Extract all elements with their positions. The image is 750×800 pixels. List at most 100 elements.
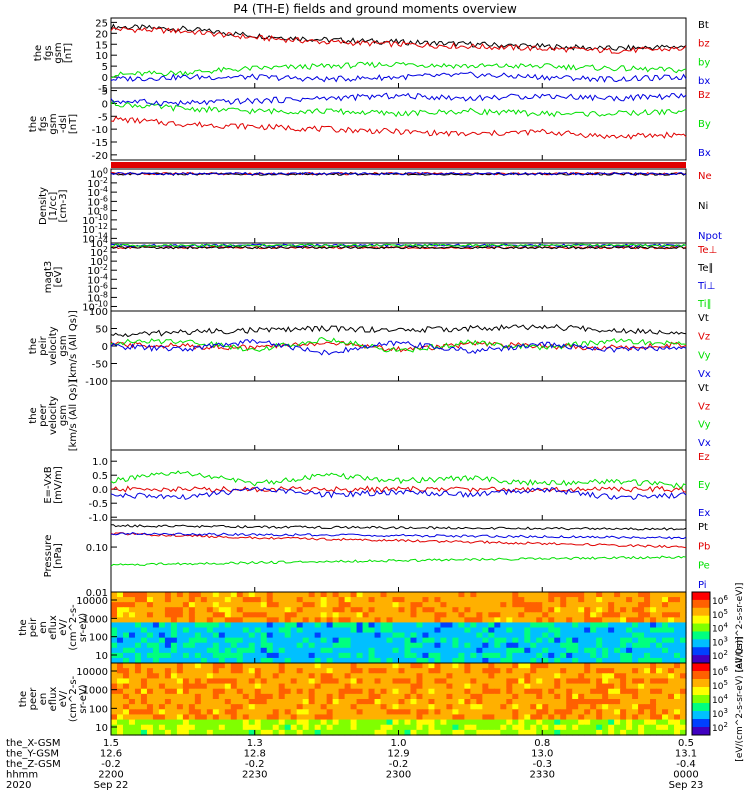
heatmap-cell <box>182 719 190 726</box>
heatmap-cell <box>218 592 226 598</box>
heatmap-cell <box>266 709 274 716</box>
y-axis-label: [nT] <box>63 43 74 63</box>
heatmap-cell <box>632 642 639 649</box>
heatmap-cell <box>674 652 681 659</box>
heatmap-cell <box>614 709 621 716</box>
heatmap-cell <box>542 688 549 695</box>
heatmap-cell <box>434 724 442 731</box>
heatmap-cell <box>248 673 256 680</box>
heatmap-cell <box>416 729 424 736</box>
heatmap-cell <box>584 668 591 674</box>
heatmap-cell <box>440 607 448 613</box>
heatmap-cell <box>218 622 226 629</box>
heatmap-cell <box>272 602 280 608</box>
series-line-by <box>110 61 687 78</box>
heatmap-cell <box>362 688 370 695</box>
colorbar-swatch <box>692 687 710 696</box>
heatmap-cell <box>470 657 477 664</box>
heatmap-cell <box>572 724 579 731</box>
heatmap-cell <box>440 683 448 690</box>
heatmap-cell <box>416 673 424 680</box>
heatmap-cell <box>524 724 531 731</box>
heatmap-cell <box>632 652 639 659</box>
heatmap-cell <box>266 657 274 664</box>
heatmap-cell <box>290 642 298 649</box>
heatmap-cell <box>236 663 244 669</box>
heatmap-cell <box>128 607 136 613</box>
heatmap-cell <box>296 709 304 716</box>
heatmap-cell <box>206 597 214 603</box>
heatmap-cell <box>608 678 615 685</box>
heatmap-cell <box>374 683 382 690</box>
heatmap-cell <box>380 617 388 624</box>
heatmap-cell <box>188 627 196 634</box>
heatmap-cell <box>212 688 220 695</box>
heatmap-cell <box>380 602 388 608</box>
heatmap-cell <box>626 637 633 644</box>
heatmap-cell <box>122 657 130 664</box>
heatmap-cell <box>380 622 388 629</box>
heatmap-cell <box>236 657 244 664</box>
heatmap-cell <box>434 632 442 639</box>
heatmap-cell <box>452 683 459 690</box>
heatmap-cell <box>650 592 657 598</box>
heatmap-cell <box>374 719 382 726</box>
heatmap-cell <box>446 729 454 736</box>
heatmap-cell <box>176 693 184 700</box>
heatmap-cell <box>284 652 292 659</box>
heatmap-cell <box>434 678 442 685</box>
heatmap-cell <box>368 627 376 634</box>
heatmap-cell <box>644 617 651 624</box>
heatmap-cell <box>674 699 681 705</box>
colorbar-tick-label: 105 <box>712 608 728 621</box>
heatmap-cell <box>146 642 154 649</box>
heatmap-cell <box>428 602 436 608</box>
heatmap-cell <box>386 719 394 726</box>
heatmap-cell <box>536 657 543 664</box>
heatmap-cell <box>111 699 118 705</box>
heatmap-cell <box>644 657 651 664</box>
heatmap-cell <box>530 729 537 736</box>
colorbar-swatch <box>692 663 710 672</box>
heatmap-cell <box>242 597 250 603</box>
heatmap-cell <box>644 647 651 654</box>
heatmap-cell <box>152 673 160 680</box>
heatmap-cell <box>170 592 178 598</box>
heatmap-cell <box>512 673 519 680</box>
heatmap-cell <box>494 597 501 603</box>
heatmap-cell <box>206 627 214 634</box>
heatmap-cell <box>386 678 394 685</box>
heatmap-cell <box>111 607 118 613</box>
heatmap-cell <box>638 602 645 608</box>
heatmap-cell <box>488 693 495 700</box>
heatmap-cell <box>254 592 262 598</box>
heatmap-cell <box>476 657 483 664</box>
heatmap-cell <box>344 597 352 603</box>
heatmap-cell <box>122 622 130 629</box>
heatmap-cell <box>548 657 555 664</box>
heatmap-cell <box>614 632 621 639</box>
heatmap-cell <box>326 622 334 629</box>
heatmap-cell <box>134 714 142 721</box>
heatmap-cell <box>410 729 418 736</box>
heatmap-cell <box>536 612 543 618</box>
heatmap-cell <box>326 668 334 674</box>
heatmap-cell <box>422 637 430 644</box>
heatmap-cell <box>524 668 531 674</box>
heatmap-cell <box>626 627 633 634</box>
y-axis-label: E=-VxB <box>43 466 54 503</box>
colorbar-label: [eV/(cm^2-s-sr-eV) (All Qs)] <box>735 636 745 761</box>
heatmap-cell <box>494 592 501 598</box>
heatmap-cell <box>332 704 340 710</box>
heatmap-cell <box>566 678 573 685</box>
heatmap-cell <box>140 612 148 618</box>
heatmap-cell <box>464 683 471 690</box>
heatmap-cell <box>398 657 406 664</box>
heatmap-cell <box>111 602 118 608</box>
heatmap-cell <box>308 699 316 705</box>
heatmap-cell <box>584 652 591 659</box>
heatmap-cell <box>224 699 232 705</box>
heatmap-cell <box>386 612 394 618</box>
heatmap-cell <box>242 632 250 639</box>
heatmap-cell <box>260 699 268 705</box>
